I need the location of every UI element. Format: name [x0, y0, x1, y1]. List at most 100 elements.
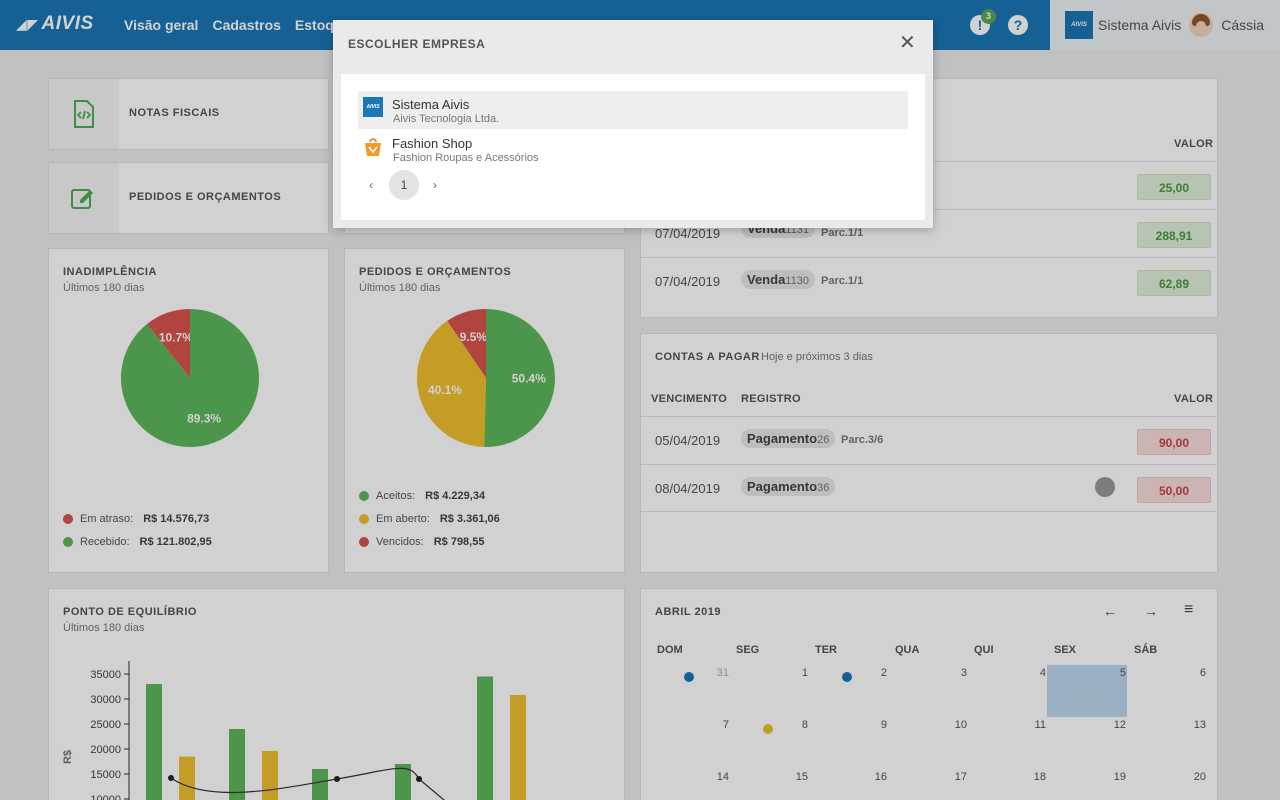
avatar[interactable] — [1189, 13, 1214, 37]
bar[interactable] — [229, 729, 245, 800]
pedidos-pie: 9.5% 50.4% 40.1% — [417, 309, 555, 447]
bar[interactable] — [146, 684, 162, 800]
line-point[interactable] — [416, 776, 422, 782]
event-dot[interactable] — [763, 724, 773, 734]
company-option-sistema-aivis[interactable]: AIVIS Sistema Aivis Aivis Tecnologia Ltd… — [358, 91, 908, 129]
menu-icon[interactable]: ≡ — [1184, 601, 1194, 618]
pie-label: 9.5% — [460, 330, 488, 344]
modal-body: AIVIS Sistema Aivis Aivis Tecnologia Ltd… — [341, 74, 925, 220]
card-subtitle: Últimos 180 dias — [63, 622, 145, 634]
vencimento-header: VENCIMENTO — [651, 393, 728, 405]
bar[interactable] — [179, 756, 195, 800]
user-name[interactable]: Cássia — [1221, 17, 1265, 33]
calendar-day[interactable]: 2 — [880, 667, 887, 679]
calendar-weekday: QUA — [895, 644, 920, 656]
pie-slice[interactable] — [147, 309, 191, 378]
calendar-day[interactable]: 1 — [801, 667, 808, 679]
calendar-day[interactable]: 4 — [1039, 667, 1046, 679]
line-point[interactable] — [334, 776, 340, 782]
registro-header: REGISTRO — [741, 393, 801, 405]
calendar-weekday: QUI — [974, 644, 994, 656]
aivis-logo[interactable]: ◢◤ AIVIS — [16, 13, 94, 34]
equilibrium-line — [170, 767, 445, 800]
calendar-day[interactable]: 18 — [1033, 771, 1046, 783]
nav-cadastros[interactable]: Cadastros — [212, 17, 281, 33]
row-registro[interactable]: Venda1130 — [741, 270, 815, 289]
calendar-day[interactable]: 15 — [795, 771, 808, 783]
row-registro[interactable]: Pagamento26 — [741, 429, 836, 448]
calendar-day[interactable]: 11 — [1034, 719, 1046, 731]
pager-prev-icon[interactable]: ‹ — [369, 178, 373, 192]
calendar-weekday: DOM — [657, 644, 683, 656]
card-title: INADIMPLÊNCIA — [63, 266, 157, 278]
value-badge: 50,00 — [1137, 477, 1211, 503]
card-title: PEDIDOS E ORÇAMENTOS — [359, 266, 512, 278]
pager-next-icon[interactable]: › — [433, 178, 437, 192]
quick-link-pedidos[interactable]: PEDIDOS E ORÇAMENTOS — [48, 162, 329, 234]
modal-title: ESCOLHER EMPRESA — [348, 37, 486, 51]
bar[interactable] — [312, 769, 328, 800]
row-parcela: Parc.1/1 — [821, 275, 864, 287]
nav-visao-geral[interactable]: Visão geral — [124, 17, 199, 33]
calendar-day[interactable]: 19 — [1113, 771, 1126, 783]
y-tick-label: 25000 — [90, 719, 121, 731]
pie-label: 50.4% — [512, 372, 546, 386]
calendar-day[interactable]: 5 — [1119, 667, 1126, 679]
pie-slice[interactable] — [447, 309, 486, 378]
pie-slice[interactable] — [417, 320, 486, 447]
calendar-day[interactable]: 16 — [874, 771, 887, 783]
help-icon[interactable]: ? — [1008, 15, 1028, 35]
card-subtitle: Hoje e próximos 3 dias — [761, 351, 873, 363]
quick-link-label: PEDIDOS E ORÇAMENTOS — [129, 191, 282, 203]
pedidos-card: PEDIDOS E ORÇAMENTOS Últimos 180 dias 9.… — [344, 248, 625, 573]
calendar-day[interactable]: 3 — [960, 667, 967, 679]
bar[interactable] — [262, 751, 278, 800]
company-name: Sistema Aivis — [392, 97, 470, 112]
event-dot[interactable] — [684, 672, 694, 682]
row-parcela: Parc.1/1 — [821, 227, 864, 239]
calendar-action-icon[interactable] — [1095, 477, 1115, 497]
calendar-day[interactable]: 7 — [722, 719, 729, 731]
today-highlight[interactable] — [1047, 665, 1127, 717]
value-badge: 288,91 — [1137, 222, 1211, 248]
pager-current[interactable]: 1 — [389, 170, 419, 200]
calendar-day[interactable]: 8 — [801, 719, 808, 731]
value-badge: 90,00 — [1137, 429, 1211, 455]
ponto-equilibrio-card: PONTO DE EQUILÍBRIO Últimos 180 dias R$ … — [48, 588, 625, 800]
calendar-weekday: TER — [815, 644, 837, 656]
pie-slice[interactable] — [120, 309, 259, 447]
y-tick-label: 30000 — [90, 694, 121, 706]
quick-link-notas[interactable]: NOTAS FISCAIS — [48, 78, 329, 150]
table-row[interactable]: 08/04/2019 Pagamento36 50,00 — [641, 464, 1218, 512]
calendar-day[interactable]: 13 — [1193, 719, 1206, 731]
company-legal-name: Aivis Tecnologia Ltda. — [393, 113, 500, 125]
y-tick-label: 10000 — [90, 794, 121, 800]
table-row[interactable]: 07/04/2019 Venda1130 Parc.1/1 62,89 — [641, 257, 1217, 305]
calendar-day[interactable]: 17 — [954, 771, 967, 783]
calendar-day[interactable]: 20 — [1193, 771, 1206, 783]
valor-header: VALOR — [1174, 138, 1214, 150]
pie-slice[interactable] — [484, 309, 555, 447]
arrow-right-icon[interactable]: → — [1144, 603, 1158, 619]
calendar-day[interactable]: 9 — [880, 719, 887, 731]
company-option-fashion-shop[interactable]: Fashion Shop Fashion Roupas e Acessórios — [358, 130, 908, 168]
company-name: Fashion Shop — [392, 136, 473, 151]
line-point[interactable] — [168, 775, 174, 781]
table-row[interactable]: 05/04/2019 Pagamento26 Parc.3/6 90,00 — [641, 416, 1218, 464]
calendar-day[interactable]: 6 — [1199, 667, 1206, 679]
arrow-left-icon[interactable]: ← — [1103, 603, 1117, 619]
bar[interactable] — [510, 695, 526, 800]
calendar-day[interactable]: 14 — [716, 771, 729, 783]
logo-mark-icon: ◢◤ — [16, 15, 39, 32]
event-dot[interactable] — [842, 672, 852, 682]
bar[interactable] — [395, 764, 411, 800]
bar[interactable] — [477, 676, 493, 800]
row-registro[interactable]: Pagamento36 — [741, 477, 836, 496]
calendar-day[interactable]: 12 — [1113, 719, 1126, 731]
legend-item: Recebido: R$ 121.802,95 — [63, 536, 212, 548]
calendar-day[interactable]: 31 — [716, 667, 729, 679]
quick-link-label: NOTAS FISCAIS — [129, 107, 220, 119]
calendar-day[interactable]: 10 — [954, 719, 967, 731]
close-icon[interactable]: ✕ — [899, 32, 916, 54]
company-switcher[interactable]: AIVIS Sistema Aivis Cássia — [1050, 0, 1280, 50]
